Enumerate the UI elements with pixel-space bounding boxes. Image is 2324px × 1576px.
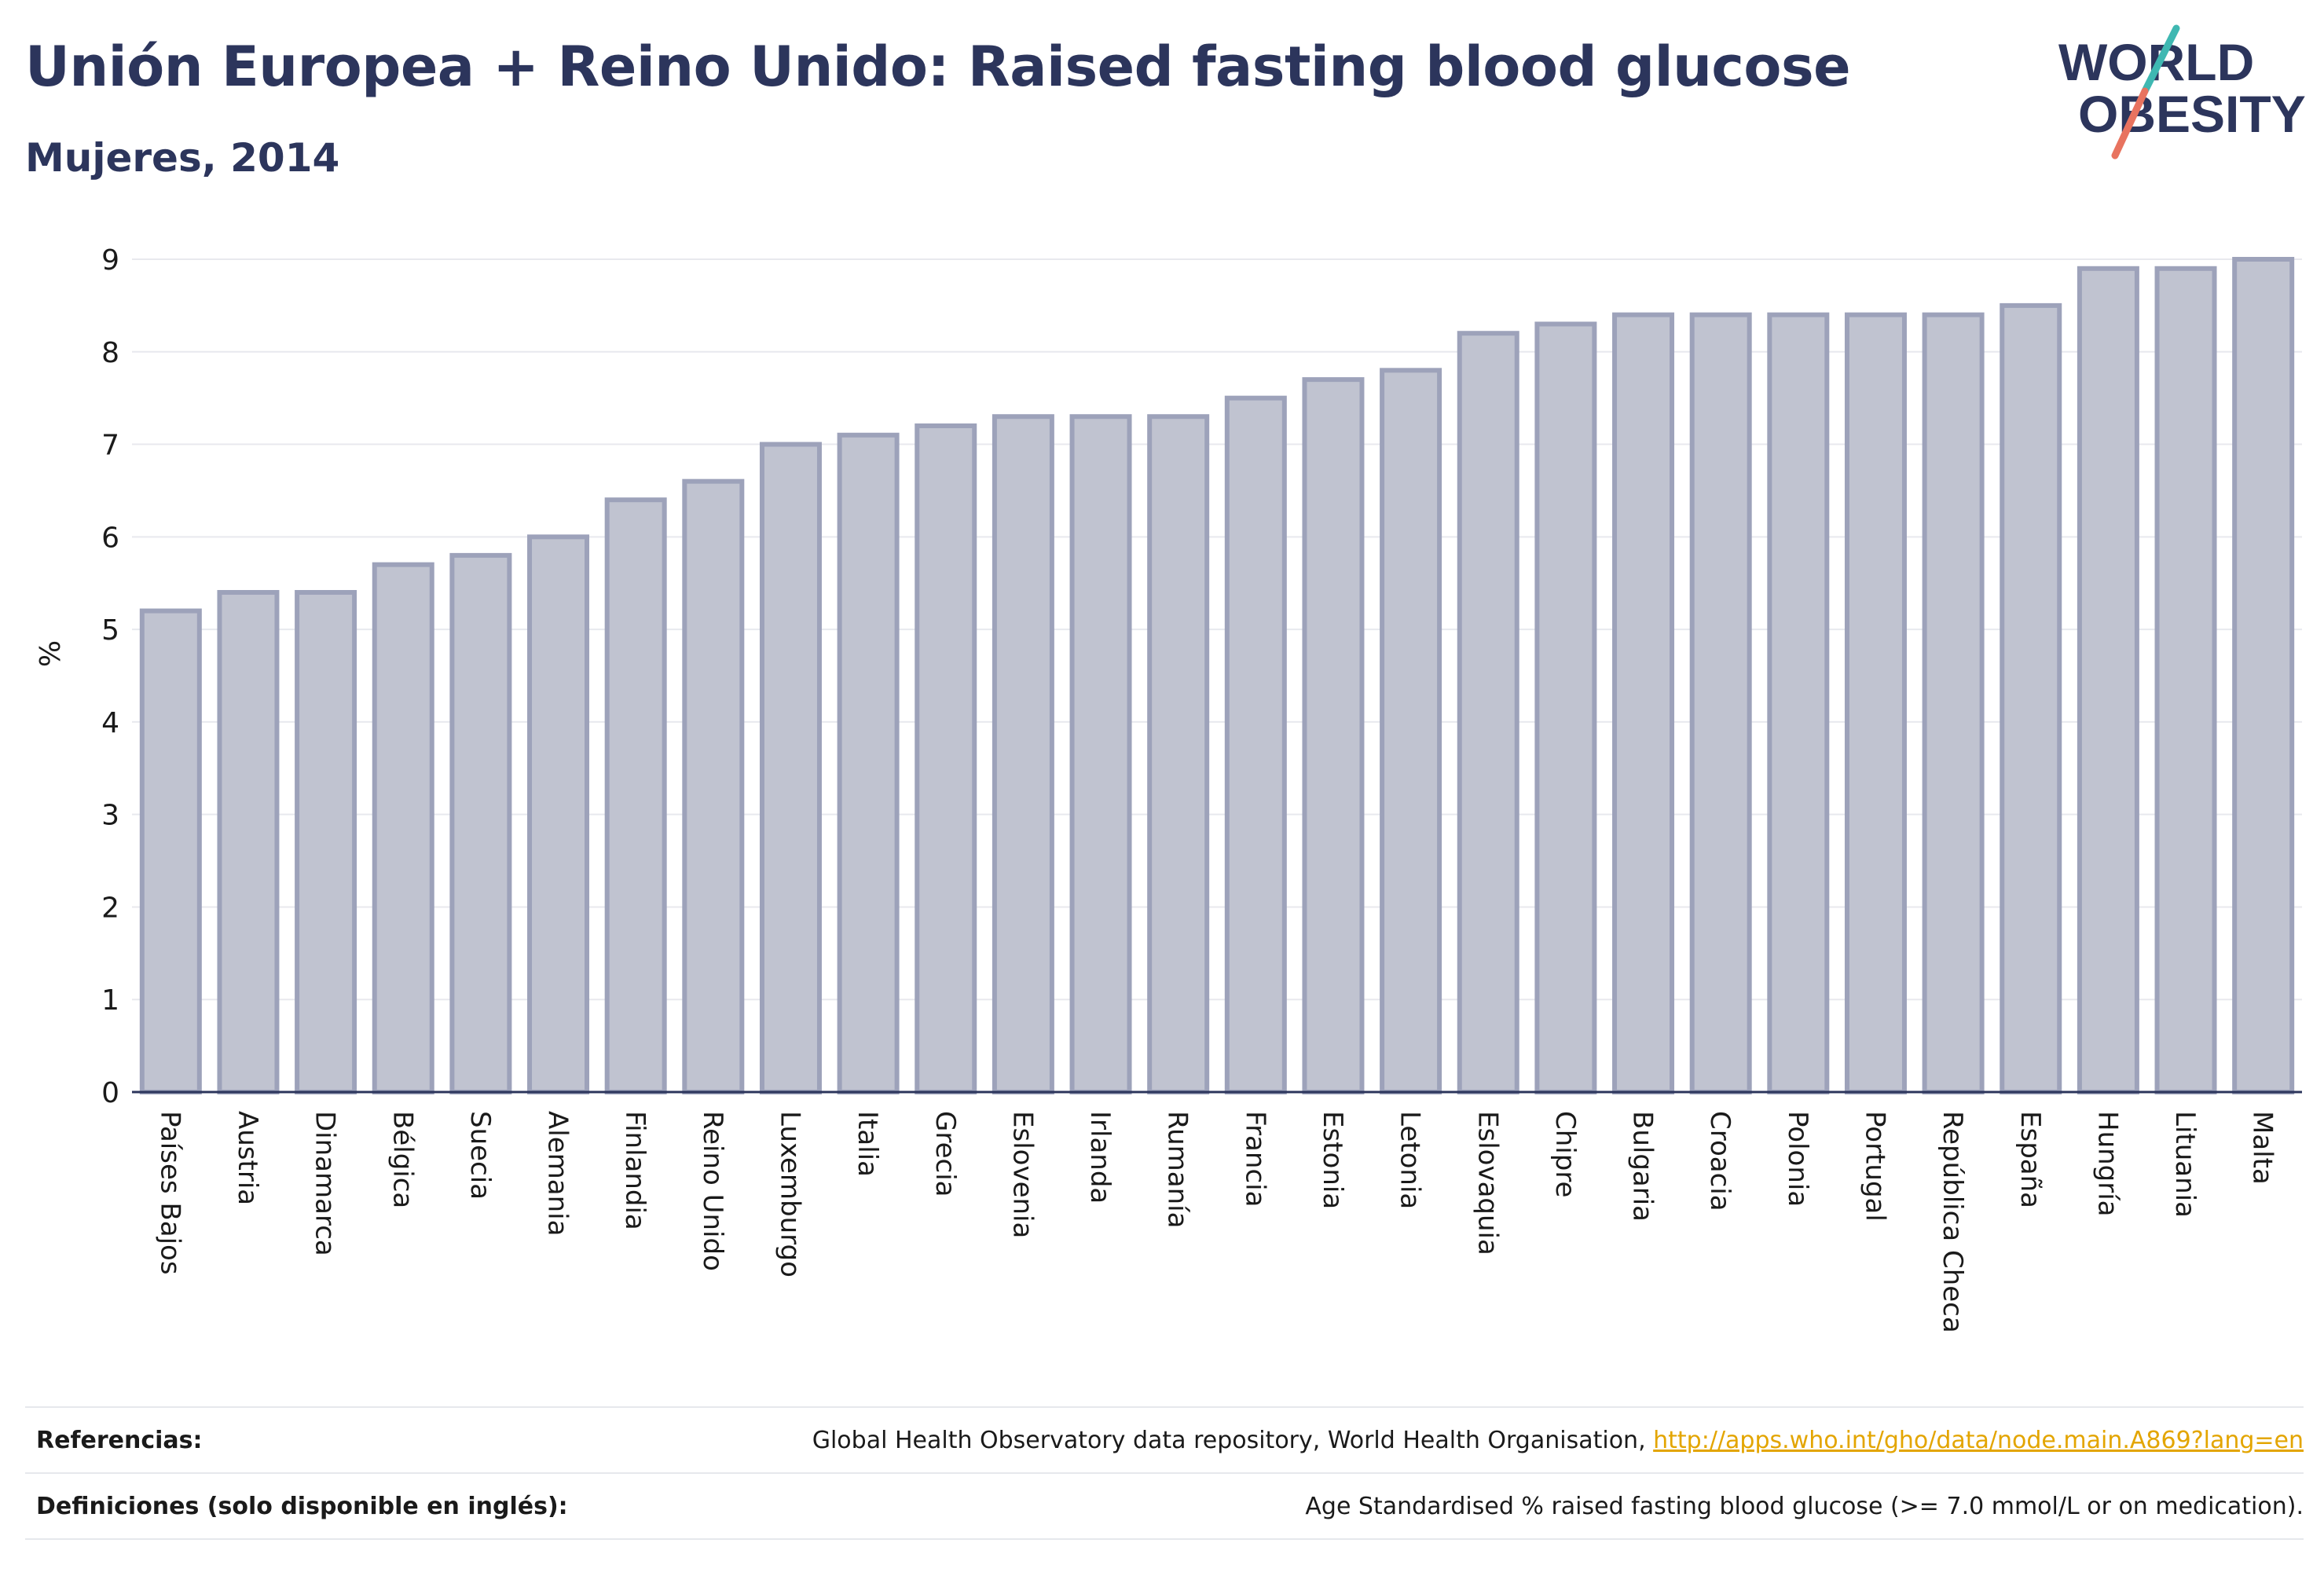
x-tick-label: República Checa — [1937, 1111, 1968, 1333]
x-tick-label: Rumanía — [1162, 1111, 1193, 1228]
x-tick-label: Suecia — [464, 1111, 496, 1200]
x-tick-label: Polonia — [1782, 1111, 1813, 1207]
x-tick-label: Croacia — [1704, 1111, 1736, 1211]
bar[interactable] — [372, 562, 434, 1094]
chart-title: Unión Europea + Reino Unido: Raised fast… — [25, 35, 1851, 99]
footer-definitions-row: Definiciones (solo disponible en inglés)… — [25, 1472, 2304, 1540]
y-tick-label: 6 — [101, 522, 119, 554]
bar[interactable] — [1922, 312, 1985, 1094]
x-tick-label: Eslovenia — [1006, 1111, 1038, 1238]
bar[interactable] — [2000, 302, 2062, 1094]
x-tick-label: España — [2014, 1111, 2046, 1208]
bar[interactable] — [759, 442, 822, 1094]
bar[interactable] — [217, 590, 280, 1094]
x-tick-label: Francia — [1239, 1111, 1270, 1207]
x-tick-label: Lituania — [2169, 1111, 2201, 1218]
bar[interactable] — [1844, 312, 1907, 1094]
bar-chart: 0 1 2 3 4 5 6 7 8 9 Países Bajos Austria Dinamarca Bé… — [35, 244, 2302, 1333]
y-tick-label: 4 — [101, 707, 119, 739]
bar[interactable] — [1689, 312, 1752, 1094]
logo-text-obesity: OBESITY — [2078, 85, 2306, 143]
bar[interactable] — [1457, 331, 1519, 1094]
x-tick-label: Hungría — [2091, 1111, 2123, 1217]
x-tick-label: Países Bajos — [154, 1111, 185, 1275]
bar[interactable] — [837, 432, 900, 1094]
logo-slash-coral — [2111, 87, 2149, 159]
x-tick-label: Finlandia — [619, 1111, 651, 1230]
y-axis-label: % — [35, 640, 67, 667]
x-tick-label: Irlanda — [1084, 1111, 1116, 1204]
x-tick-label: Malta — [2247, 1111, 2278, 1185]
bar[interactable] — [527, 534, 590, 1094]
footer-references-row: Referencias: Global Health Observatory d… — [25, 1406, 2304, 1472]
bar[interactable] — [1612, 312, 1675, 1094]
y-tick-label: 1 — [101, 984, 119, 1017]
x-tick-label: Dinamarca — [310, 1111, 341, 1256]
bar[interactable] — [1224, 395, 1287, 1094]
x-tick-label: Bélgica — [387, 1111, 418, 1208]
bar[interactable] — [915, 423, 977, 1094]
y-tick-label: 5 — [101, 614, 119, 647]
bar[interactable] — [604, 497, 667, 1094]
references-label: Referencias: — [36, 1426, 203, 1454]
chart-subtitle: Mujeres, 2014 — [25, 135, 340, 181]
bar[interactable] — [2232, 257, 2295, 1094]
x-tick-label: Chipre — [1549, 1111, 1581, 1197]
x-tick-label: Italia — [852, 1111, 883, 1177]
axes: 0 1 2 3 4 5 6 7 8 9 Países Bajos Austria Dinamarca Bé… — [101, 244, 2302, 1333]
bar[interactable] — [1147, 414, 1210, 1094]
bar[interactable] — [139, 608, 202, 1094]
references-value: Global Health Observatory data repositor… — [812, 1427, 2304, 1454]
logo-slash-teal — [2141, 24, 2180, 95]
y-tick-label: 2 — [101, 892, 119, 924]
definitions-value: Age Standardised % raised fasting blood … — [1305, 1492, 2304, 1520]
bar[interactable] — [1767, 312, 1830, 1094]
bar[interactable] — [992, 414, 1054, 1094]
x-tick-label: Eslovaquia — [1472, 1111, 1503, 1255]
y-tick-label: 7 — [101, 430, 119, 462]
bar[interactable] — [295, 590, 357, 1094]
x-tick-label: Luxemburgo — [774, 1111, 805, 1277]
x-tick-label: Alemania — [542, 1111, 574, 1236]
y-tick-label: 0 — [101, 1077, 119, 1109]
bar[interactable] — [2077, 266, 2139, 1094]
x-tick-label: Grecia — [929, 1111, 961, 1197]
x-tick-label: Austria — [232, 1111, 263, 1205]
bar[interactable] — [2154, 266, 2217, 1094]
x-tick-label: Letonia — [1395, 1111, 1426, 1209]
x-tick-label: Reino Unido — [697, 1111, 728, 1271]
bar[interactable] — [1069, 414, 1132, 1094]
y-tick-label: 8 — [101, 337, 119, 369]
y-tick-label: 3 — [101, 800, 119, 832]
footer: Referencias: Global Health Observatory d… — [25, 1406, 2304, 1540]
references-text: Global Health Observatory data repositor… — [812, 1426, 1654, 1454]
world-obesity-logo: WORLD OBESITY — [2058, 24, 2306, 159]
definitions-label: Definiciones (solo disponible en inglés)… — [36, 1492, 568, 1520]
bar[interactable] — [1380, 368, 1442, 1095]
bars — [139, 257, 2295, 1095]
x-tick-label: Estonia — [1317, 1111, 1348, 1209]
bar[interactable] — [682, 478, 745, 1094]
y-tick-label: 9 — [101, 244, 119, 277]
x-tick-label: Bulgaria — [1627, 1111, 1659, 1222]
bar[interactable] — [1534, 321, 1597, 1094]
bar[interactable] — [1302, 377, 1365, 1095]
references-link[interactable]: http://apps.who.int/gho/data/node.main.A… — [1653, 1426, 2304, 1454]
bar[interactable] — [449, 552, 512, 1094]
x-tick-label: Portugal — [1859, 1111, 1890, 1222]
